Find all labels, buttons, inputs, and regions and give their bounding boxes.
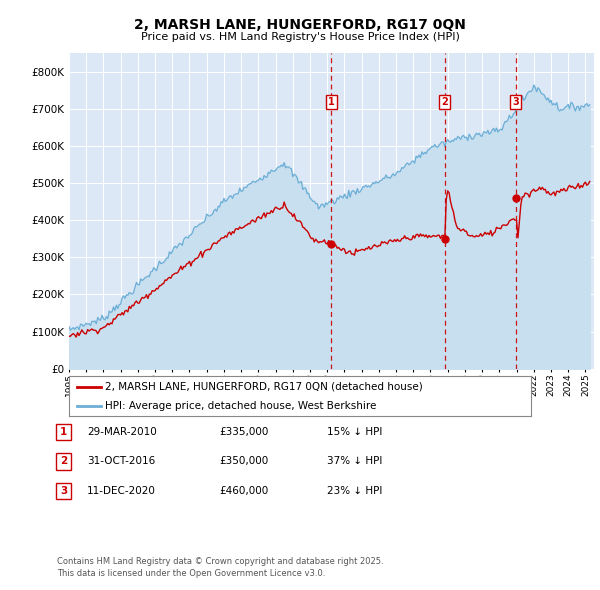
Text: 2, MARSH LANE, HUNGERFORD, RG17 0QN: 2, MARSH LANE, HUNGERFORD, RG17 0QN <box>134 18 466 32</box>
Text: 2, MARSH LANE, HUNGERFORD, RG17 0QN (detached house): 2, MARSH LANE, HUNGERFORD, RG17 0QN (det… <box>105 382 423 392</box>
Text: Contains HM Land Registry data © Crown copyright and database right 2025.: Contains HM Land Registry data © Crown c… <box>57 557 383 566</box>
Text: 2: 2 <box>442 97 448 107</box>
Text: 11-DEC-2020: 11-DEC-2020 <box>87 486 156 496</box>
Text: £460,000: £460,000 <box>219 486 268 496</box>
Text: 1: 1 <box>328 97 335 107</box>
Text: 31-OCT-2016: 31-OCT-2016 <box>87 457 155 466</box>
Text: 29-MAR-2010: 29-MAR-2010 <box>87 427 157 437</box>
Text: 1: 1 <box>60 427 67 437</box>
Text: Price paid vs. HM Land Registry's House Price Index (HPI): Price paid vs. HM Land Registry's House … <box>140 32 460 41</box>
Text: £350,000: £350,000 <box>219 457 268 466</box>
Text: 15% ↓ HPI: 15% ↓ HPI <box>327 427 382 437</box>
Text: 2: 2 <box>60 457 67 466</box>
Text: 37% ↓ HPI: 37% ↓ HPI <box>327 457 382 466</box>
Text: 23% ↓ HPI: 23% ↓ HPI <box>327 486 382 496</box>
Text: £335,000: £335,000 <box>219 427 268 437</box>
Text: 3: 3 <box>60 486 67 496</box>
Text: This data is licensed under the Open Government Licence v3.0.: This data is licensed under the Open Gov… <box>57 569 325 578</box>
Text: 3: 3 <box>512 97 519 107</box>
Text: HPI: Average price, detached house, West Berkshire: HPI: Average price, detached house, West… <box>105 401 376 411</box>
